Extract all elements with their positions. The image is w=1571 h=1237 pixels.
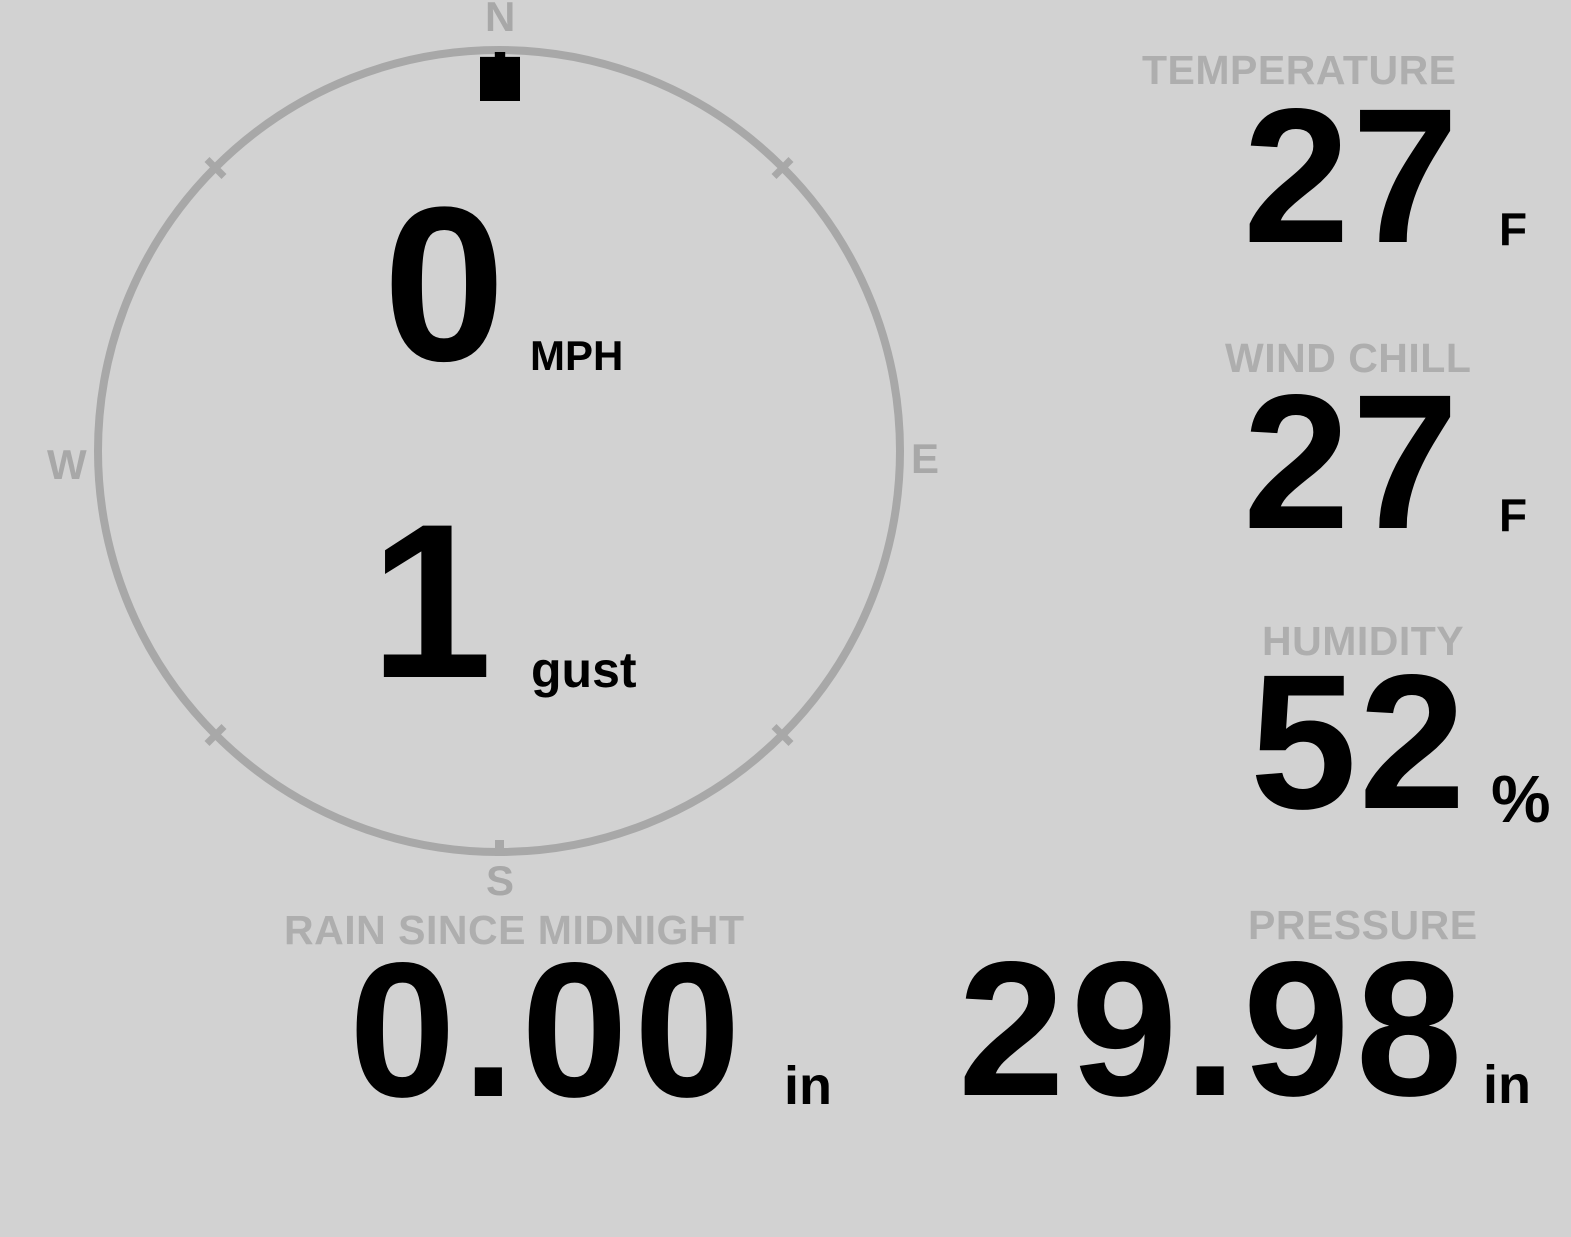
wind-gust-unit: gust bbox=[531, 642, 637, 698]
rain-since-midnight-value: 0.00 bbox=[349, 922, 747, 1137]
wind-gust-value: 1 bbox=[370, 478, 493, 724]
rain-since-midnight-label: RAIN SINCE MIDNIGHT bbox=[284, 907, 745, 953]
temperature-unit: F bbox=[1499, 203, 1528, 255]
pressure-value: 29.98 bbox=[958, 921, 1469, 1136]
cardinal-east-label: E bbox=[911, 435, 940, 482]
pressure-label: PRESSURE bbox=[1248, 902, 1478, 948]
wind-chill-value: 27 bbox=[1243, 354, 1461, 569]
wind-chill-label: WIND CHILL bbox=[1225, 335, 1472, 381]
rain-since-midnight-unit: in bbox=[784, 1056, 832, 1116]
pressure-unit: in bbox=[1483, 1055, 1531, 1115]
humidity-label: HUMIDITY bbox=[1262, 618, 1465, 664]
temperature-value: 27 bbox=[1243, 68, 1461, 283]
wind-speed-value: 0 bbox=[383, 161, 506, 407]
wind-speed-unit: MPH bbox=[530, 332, 624, 379]
cardinal-north-label: N bbox=[485, 0, 516, 40]
temperature-label: TEMPERATURE bbox=[1142, 47, 1457, 93]
humidity-unit: % bbox=[1491, 762, 1551, 837]
wind-chill-unit: F bbox=[1499, 489, 1528, 541]
cardinal-south-label: S bbox=[486, 857, 515, 904]
cardinal-west-label: W bbox=[47, 441, 87, 488]
wind-direction-marker-icon bbox=[480, 52, 520, 101]
humidity-value: 52 bbox=[1250, 634, 1468, 849]
compass-tick-s bbox=[495, 840, 504, 856]
